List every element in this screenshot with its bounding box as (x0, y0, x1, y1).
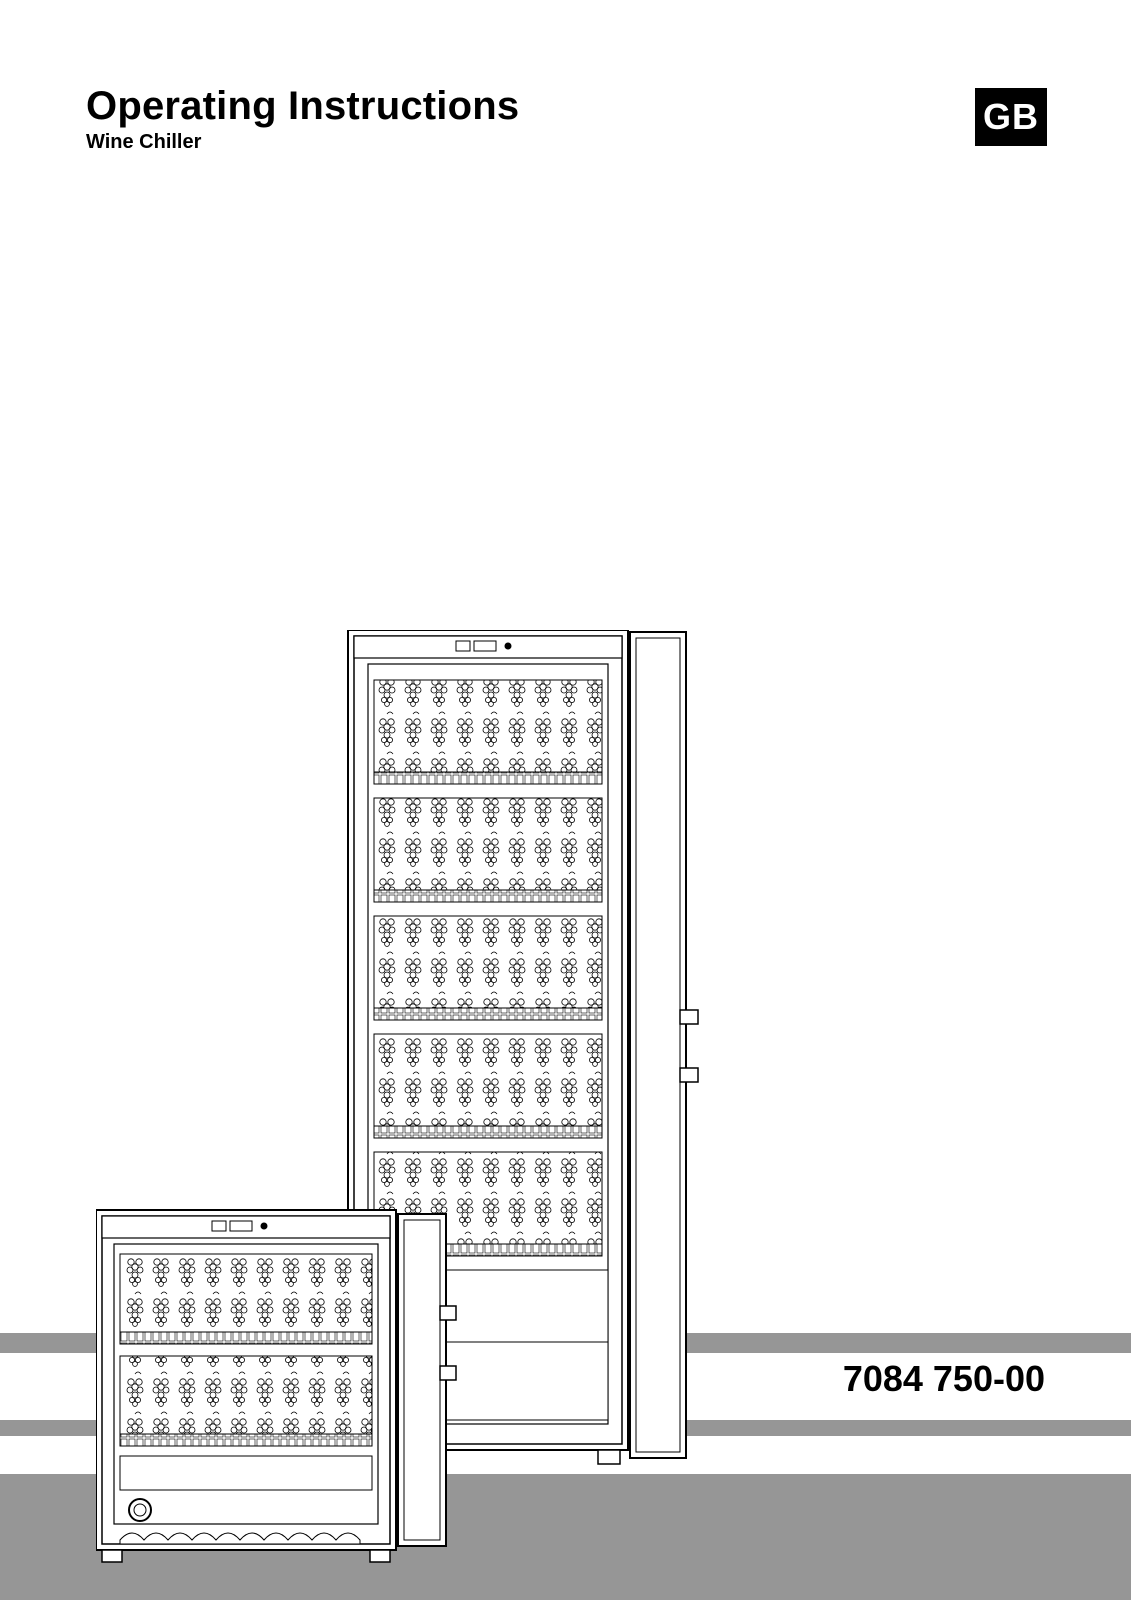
model-number: 7084 750-00 (843, 1358, 1045, 1400)
page-subtitle: Wine Chiller (86, 131, 1045, 154)
header: Operating Instructions Wine Chiller (86, 84, 1045, 154)
appliance-illustration (96, 630, 816, 1570)
page-title: Operating Instructions (86, 84, 1045, 129)
manual-cover-page: Operating Instructions Wine Chiller GB 7… (0, 0, 1131, 1600)
language-badge-label: GB (983, 96, 1039, 138)
language-badge: GB (975, 88, 1047, 146)
